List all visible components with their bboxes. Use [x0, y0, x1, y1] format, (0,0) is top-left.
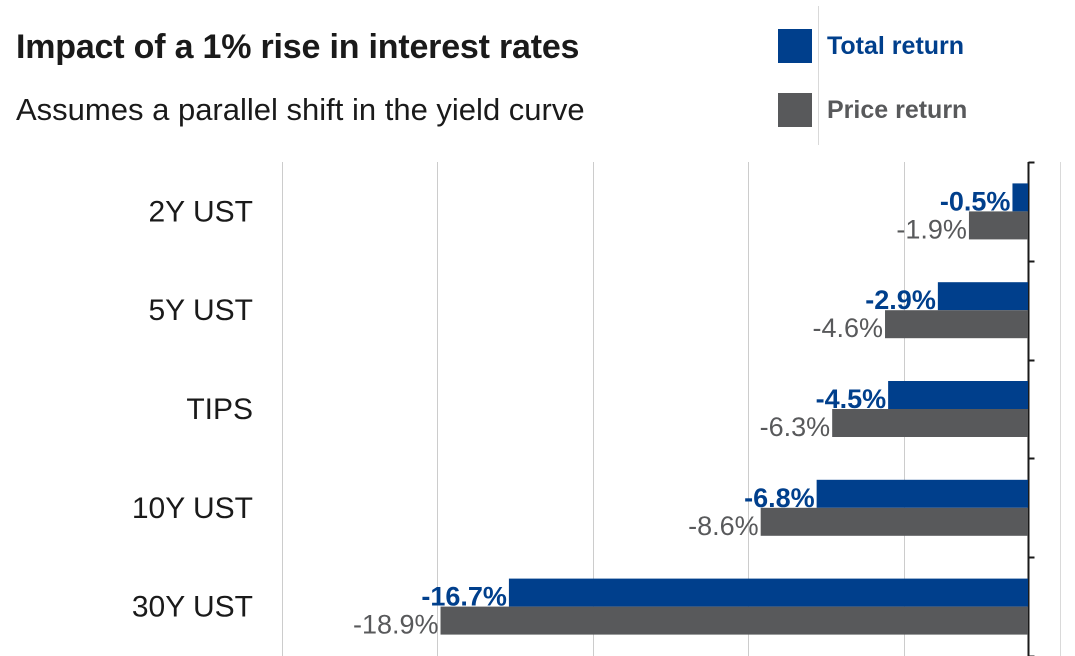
total-return-bar-1	[937, 282, 1028, 311]
legend-swatch-price-return	[778, 93, 812, 127]
price-return-label-3: -8.6%	[688, 511, 759, 541]
price-return-label-1: -4.6%	[812, 313, 883, 343]
price-return-label-4: -18.9%	[353, 610, 439, 640]
total-return-bar-0	[1012, 183, 1028, 212]
legend-label-total-return: Total return	[827, 31, 965, 60]
price-return-bar-3	[760, 507, 1028, 536]
total-return-bar-4	[508, 578, 1028, 607]
price-return-label-2: -6.3%	[760, 412, 831, 442]
legend-label-price-return: Price return	[827, 95, 968, 124]
legend-swatch-total-return	[778, 29, 812, 63]
legend-item-price-return: Price return	[778, 92, 967, 128]
total-return-bar-2	[888, 381, 1028, 409]
category-label-2: TIPS	[186, 393, 253, 426]
category-label-3: 10Y UST	[132, 492, 253, 525]
price-return-bar-0	[968, 211, 1028, 240]
legend-item-total-return: Total return	[778, 28, 964, 64]
chart-title: Impact of a 1% rise in interest rates	[16, 28, 580, 66]
category-label-4: 30Y UST	[132, 591, 253, 624]
category-label-0: 2Y UST	[149, 195, 254, 228]
total-return-bar-3	[816, 479, 1028, 508]
price-return-label-0: -1.9%	[896, 214, 967, 244]
price-return-bar-4	[440, 606, 1028, 635]
price-return-bar-1	[885, 310, 1028, 339]
category-label-1: 5Y UST	[149, 294, 254, 327]
price-return-bar-2	[832, 409, 1028, 437]
chart-subtitle: Assumes a parallel shift in the yield cu…	[16, 92, 585, 127]
